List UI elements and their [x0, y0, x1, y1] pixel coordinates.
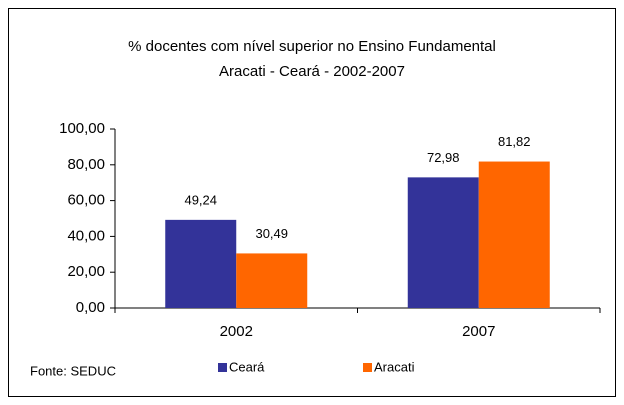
bar — [165, 219, 237, 308]
x-tick-label: 2007 — [462, 323, 495, 340]
bar — [407, 177, 479, 308]
data-label: 30,49 — [255, 226, 288, 241]
x-tick-label: 2002 — [220, 323, 253, 340]
legend-swatch — [363, 363, 372, 372]
y-tick-label: 80,00 — [67, 156, 105, 173]
data-label: 49,24 — [184, 192, 217, 207]
y-tick-label: 0,00 — [76, 299, 105, 316]
y-tick-label: 60,00 — [67, 192, 105, 209]
data-label: 72,98 — [427, 150, 460, 165]
y-tick-label: 40,00 — [67, 227, 105, 244]
legend-label: Aracati — [374, 359, 415, 374]
legend-label: Ceará — [229, 359, 265, 374]
y-tick-label: 100,00 — [59, 120, 105, 137]
data-label: 81,82 — [498, 134, 531, 149]
chart-title: % docentes com nível superior no Ensino … — [128, 38, 496, 55]
chart-subtitle: Aracati - Ceará - 2002-2007 — [219, 63, 405, 80]
bar — [236, 253, 308, 308]
bar — [478, 161, 550, 308]
legend-swatch — [218, 363, 227, 372]
y-tick-label: 20,00 — [67, 263, 105, 280]
source-note: Fonte: SEDUC — [30, 363, 116, 378]
